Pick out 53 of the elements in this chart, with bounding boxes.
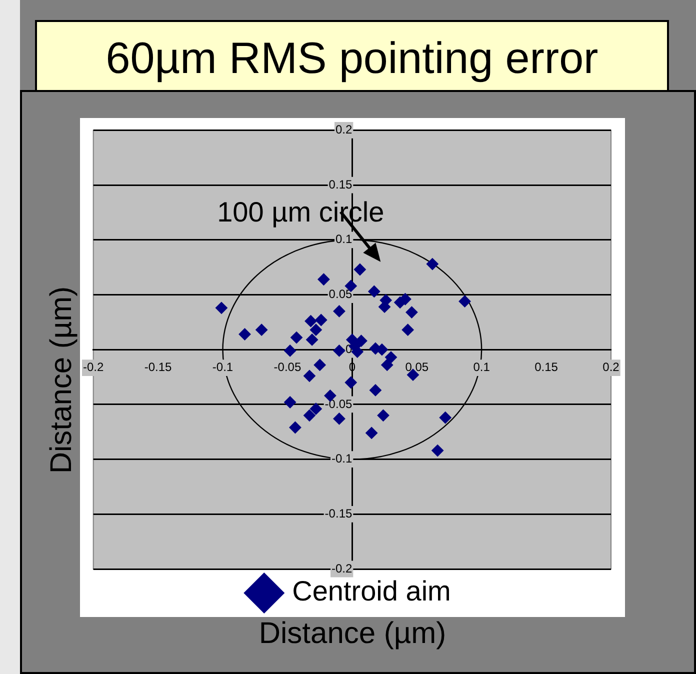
point <box>303 409 316 422</box>
x-tick-label: 0.15 <box>534 360 558 374</box>
x-tick-label: 0.1 <box>473 360 490 374</box>
y-tick-label: 0.15 <box>328 177 352 192</box>
x-tick-label: -0.1 <box>212 360 234 374</box>
point <box>306 334 318 346</box>
point <box>432 444 444 457</box>
point <box>310 324 322 336</box>
point <box>284 344 296 357</box>
point <box>369 384 382 396</box>
point <box>384 351 397 364</box>
point <box>290 332 303 344</box>
x-tick-label: -0.15 <box>144 360 172 374</box>
point <box>368 285 380 298</box>
point <box>406 306 418 318</box>
point <box>333 344 346 357</box>
y-tick-label: 0.1 <box>335 232 352 246</box>
point <box>238 328 251 340</box>
y-tick-label: -0.2 <box>331 561 352 576</box>
y-tick-label: -0.05 <box>324 396 352 411</box>
x-tick-label: -0.2 <box>82 360 104 374</box>
point <box>310 402 322 415</box>
point <box>381 358 394 371</box>
y-tick-label: 0.05 <box>328 287 352 302</box>
x-tick-label: -0.05 <box>274 360 302 374</box>
point <box>344 376 357 389</box>
point <box>426 258 438 270</box>
x-axis-title: Distance (µm) <box>258 617 448 651</box>
y-tick-label: -0.1 <box>331 452 352 466</box>
legend-label: Centroid aim <box>292 576 451 607</box>
point <box>458 295 471 308</box>
y-tick-label: -0.15 <box>324 506 352 520</box>
point <box>366 426 378 439</box>
x-tick-label: 0.2 <box>602 360 620 374</box>
y-axis-title: Distance (µm) <box>45 286 79 474</box>
point <box>318 273 330 286</box>
point <box>439 412 452 424</box>
y-tick-label: 0.2 <box>335 122 352 137</box>
x-tick-label: 0.05 <box>405 360 429 374</box>
point <box>303 370 316 382</box>
point <box>377 409 390 422</box>
point <box>355 334 368 347</box>
point <box>304 315 317 328</box>
point <box>315 314 328 326</box>
point <box>289 421 302 434</box>
point <box>284 396 296 408</box>
point <box>333 412 346 425</box>
point <box>215 302 228 314</box>
point <box>256 324 268 336</box>
point <box>314 358 326 371</box>
point <box>354 264 366 276</box>
point <box>333 305 346 318</box>
point <box>402 324 414 336</box>
